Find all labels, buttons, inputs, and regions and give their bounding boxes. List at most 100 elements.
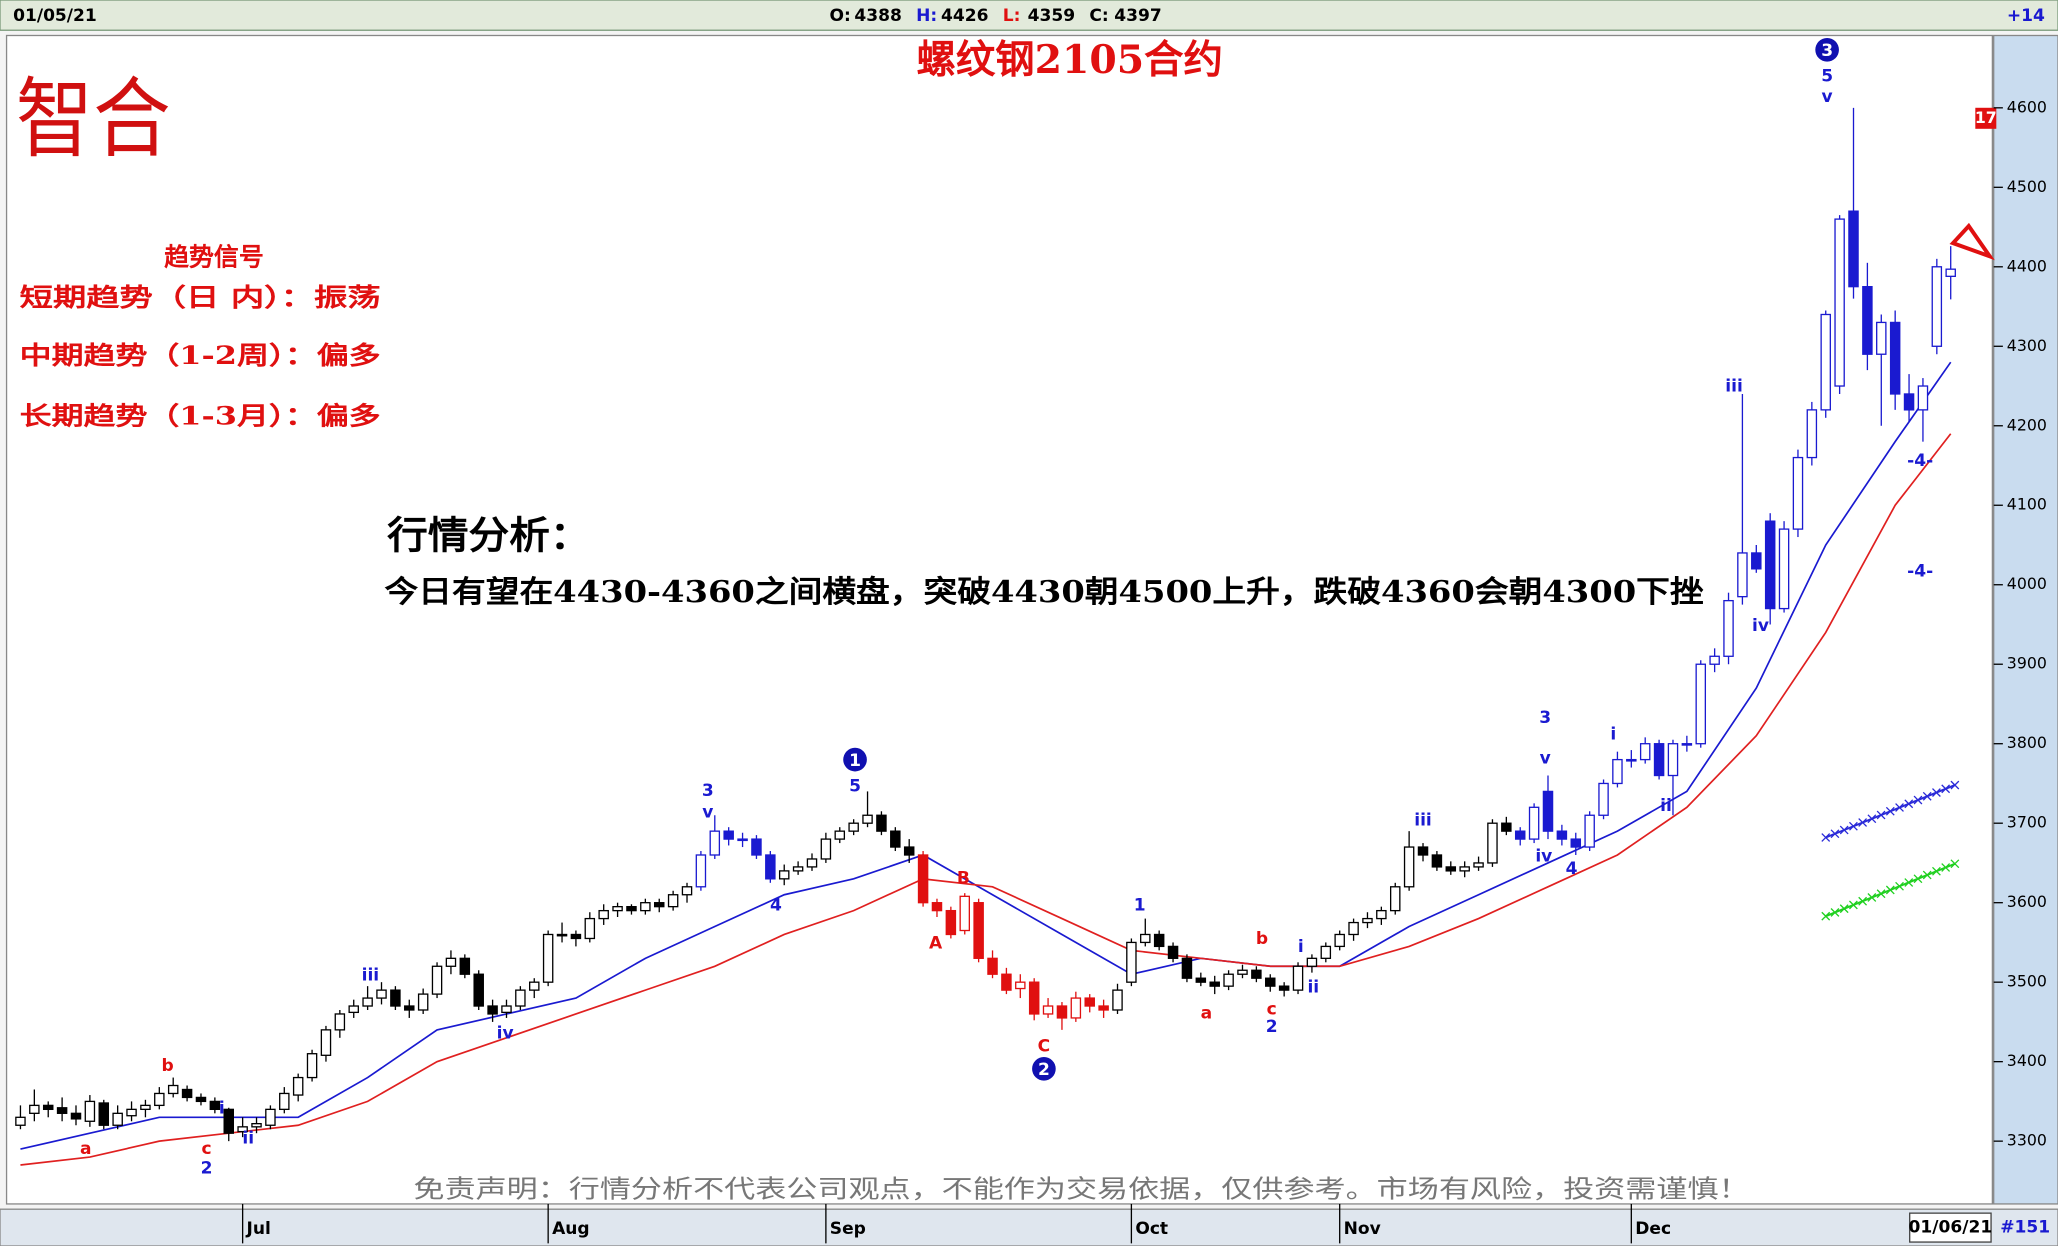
candle-body (1542, 790, 1554, 832)
candle-body (1723, 599, 1734, 657)
candle-body (987, 957, 998, 975)
analysis-title: 行情分析： (387, 512, 590, 557)
candle-body (1265, 977, 1276, 987)
candle-body (126, 1108, 137, 1117)
candle-body (848, 822, 859, 832)
candle-body (945, 909, 957, 936)
trend-title: 趋势信号 (164, 242, 264, 271)
candle-body (98, 1102, 110, 1126)
candle-body (1903, 393, 1915, 411)
wave-label: ii (1660, 796, 1672, 816)
candle-body (765, 854, 776, 880)
footer-count: #151 (2000, 1218, 2050, 1238)
y-tick-label: 4100 (2007, 495, 2047, 514)
candle-body (1167, 945, 1179, 959)
candle-body (334, 1013, 346, 1031)
candle-body (737, 838, 748, 842)
candle-body (1153, 933, 1165, 948)
candle-body (626, 906, 637, 912)
candle-body (1862, 286, 1873, 355)
candle-body (362, 997, 373, 1007)
wave-label: iii (1725, 377, 1743, 397)
candle-body (640, 902, 651, 912)
candle-body (1251, 969, 1262, 979)
candle-body (501, 1005, 512, 1014)
candle-body (890, 830, 901, 848)
candle-body (56, 1107, 68, 1114)
candle-body (15, 1116, 26, 1126)
candle-body (1931, 266, 1943, 347)
candle-body (1084, 997, 1095, 1007)
axis-tag: 17 (1975, 108, 1997, 127)
candle-body (778, 870, 790, 880)
wave-label: 3 (1821, 41, 1833, 61)
candle-body (306, 1053, 318, 1079)
analysis-text: 今日有望在4430-4360之间横盘，突破4430朝4500上升，跌破4360会… (385, 574, 1704, 610)
wave-label: i (1610, 725, 1616, 745)
candle-body (1639, 743, 1651, 761)
candle-body (1584, 814, 1595, 848)
wave-label: A (929, 934, 943, 954)
candle-body (1848, 210, 1859, 288)
candle-body (542, 933, 554, 983)
wave-label: i (219, 1098, 225, 1118)
candle-body (1501, 822, 1512, 832)
top-bar (0, 0, 2058, 31)
candle-body (529, 981, 540, 991)
wave-circle (843, 747, 867, 772)
candle-body (237, 1126, 248, 1133)
wave-label: ii (1307, 977, 1319, 997)
candle-body (1473, 862, 1484, 868)
wave-label: 1 (1134, 896, 1146, 916)
y-axis-panel (1993, 34, 2058, 1205)
wave-label: v (1540, 749, 1551, 769)
candle-body (112, 1112, 123, 1126)
candle-body (612, 906, 623, 912)
wave-label: -4- (1907, 451, 1933, 471)
candle-body (695, 854, 707, 888)
candle-body (417, 993, 429, 1011)
arrow-marker (1949, 222, 1995, 261)
candle-body (1376, 909, 1387, 920)
x-tick-label: Sep (830, 1219, 866, 1239)
y-tick-label: 4000 (2007, 574, 2047, 593)
candle-body (1445, 866, 1457, 872)
wave-label: 2 (201, 1159, 213, 1179)
candle-body (1056, 1005, 1068, 1019)
y-tick-label: 4600 (2007, 97, 2047, 116)
candle-body (862, 814, 873, 824)
x-tick-label: Nov (1344, 1219, 1381, 1239)
candle-body (570, 933, 582, 940)
candle-body (265, 1108, 276, 1126)
wave-label: iv (1535, 846, 1552, 866)
candle-body (1653, 743, 1665, 777)
candle-body (1112, 989, 1123, 1011)
candle-body (1737, 552, 1748, 598)
candle-body (251, 1123, 262, 1128)
candle-body (903, 846, 915, 856)
candle-body (459, 957, 471, 975)
candle-body (1362, 917, 1373, 924)
wave-label: 2 (1266, 1017, 1278, 1037)
candle-body (1626, 758, 1637, 762)
y-tick-label: 4300 (2007, 336, 2047, 355)
candle-body (515, 989, 526, 1007)
candle-body (42, 1104, 54, 1111)
candle-body (1348, 921, 1359, 936)
candle-body (1556, 830, 1568, 840)
candle-body (1709, 655, 1720, 665)
candle-body (792, 866, 804, 872)
candle-body (167, 1084, 179, 1095)
candle-body (1778, 528, 1790, 610)
projection-crosses (1821, 780, 1960, 842)
wave-label: 4 (770, 896, 782, 916)
candle-body (1876, 321, 1887, 355)
candle-body (1806, 409, 1818, 459)
candle-body (348, 1005, 359, 1014)
y-tick-label: 4200 (2007, 415, 2047, 434)
y-tick-label: 3900 (2007, 654, 2047, 673)
candle-body (1889, 321, 1901, 395)
candle-body (473, 973, 484, 1007)
ohlc-value: 4397 (1114, 6, 1161, 26)
candle-body (959, 895, 971, 932)
